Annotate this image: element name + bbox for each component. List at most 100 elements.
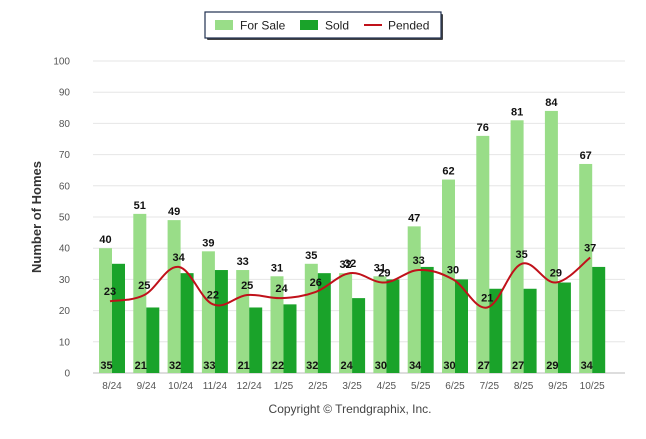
- x-tick-label: 8/24: [102, 381, 122, 392]
- label-for-sale: 51: [134, 200, 146, 212]
- x-tick-label: 4/25: [377, 381, 397, 392]
- label-pended: 29: [550, 268, 562, 280]
- label-pended: 37: [584, 243, 596, 255]
- label-sold: 22: [272, 360, 284, 372]
- label-for-sale: 31: [271, 262, 283, 274]
- x-axis: 8/24 9/24 10/24 11/24 12/24 1/25 2/25 3/25 4/25 5…: [102, 381, 605, 392]
- y-tick-label: 90: [59, 88, 71, 99]
- bar-for-sale: [99, 248, 112, 373]
- bar-for-sale: [510, 120, 524, 373]
- pended-line-group: [109, 256, 591, 309]
- label-for-sale: 67: [580, 150, 592, 162]
- y-tick-label: 60: [59, 181, 71, 192]
- label-sold: 21: [238, 360, 250, 372]
- bar-sold: [112, 263, 125, 373]
- x-tick-label: 5/25: [411, 381, 431, 392]
- x-tick-label: 9/25: [548, 381, 568, 392]
- x-tick-label: 8/25: [514, 381, 534, 392]
- bar-for-sale: [476, 135, 490, 373]
- y-axis: 0 10 20 30 40 50 60 70 80 90 100: [53, 57, 70, 380]
- x-tick-label: 1/25: [274, 381, 294, 392]
- label-sold: 34: [409, 360, 422, 372]
- bar-sold: [557, 282, 571, 373]
- y-tick-label: 30: [59, 275, 71, 286]
- bar-for-sale: [201, 251, 215, 373]
- bar-for-sale: [133, 213, 147, 373]
- x-tick-label: 11/24: [203, 381, 228, 392]
- label-sold: 27: [512, 360, 524, 372]
- pended-line: [109, 256, 591, 309]
- label-for-sale: 40: [99, 234, 111, 246]
- label-for-sale: 84: [545, 97, 558, 109]
- label-for-sale: 76: [477, 122, 489, 134]
- bar-for-sale: [373, 276, 387, 373]
- bar-for-sale: [167, 220, 181, 373]
- y-tick-label: 40: [59, 244, 71, 255]
- bar-sold: [420, 266, 434, 373]
- label-for-sale: 47: [408, 212, 420, 224]
- label-sold: 32: [306, 360, 318, 372]
- bar-for-sale: [407, 226, 421, 373]
- label-sold: 30: [375, 360, 387, 372]
- legend-box: [204, 11, 442, 39]
- data-labels: 4035512149323933332131223532322431304734…: [99, 97, 596, 372]
- label-for-sale: 32: [339, 259, 351, 271]
- bar-sold: [455, 279, 468, 373]
- label-for-sale: 35: [305, 250, 317, 262]
- bar-for-sale: [544, 110, 558, 374]
- label-pended: 33: [413, 255, 425, 267]
- label-pended: 24: [275, 283, 288, 295]
- label-pended: 35: [515, 249, 527, 261]
- legend-label-for-sale: For Sale: [240, 19, 286, 33]
- bar-for-sale: [339, 273, 353, 373]
- label-pended: 23: [104, 286, 116, 298]
- y-tick-label: 10: [59, 337, 71, 348]
- label-sold: 24: [340, 360, 353, 372]
- bar-sold: [180, 273, 194, 373]
- bar-for-sale: [270, 276, 284, 373]
- y-tick-label: 50: [59, 213, 71, 224]
- legend-swatch-for-sale: [215, 20, 233, 30]
- x-tick-label: 2/25: [308, 381, 328, 392]
- label-pended: 21: [481, 292, 493, 304]
- label-pended: 25: [241, 280, 253, 292]
- label-pended: 32: [344, 258, 356, 270]
- label-pended: 30: [447, 264, 459, 276]
- label-for-sale: 62: [442, 166, 454, 178]
- x-tick-label: 9/24: [137, 381, 157, 392]
- x-tick-label: 10/24: [168, 381, 193, 392]
- y-tick-label: 100: [53, 57, 70, 68]
- label-pended: 34: [172, 252, 185, 264]
- bar-sold: [249, 307, 263, 373]
- copyright-credit: Copyright © Trendgraphix, Inc.: [269, 402, 432, 416]
- y-tick-label: 80: [59, 119, 71, 130]
- x-tick-label: 7/25: [480, 381, 500, 392]
- legend: For Sale Sold Pended: [204, 11, 443, 40]
- bar-sold: [489, 288, 503, 373]
- label-sold: 27: [478, 360, 490, 372]
- label-sold: 33: [203, 360, 215, 372]
- y-axis-label: Number of Homes: [29, 161, 44, 273]
- label-sold: 21: [135, 360, 147, 372]
- bar-sold: [523, 288, 537, 373]
- bar-sold: [386, 279, 400, 373]
- legend-swatch-sold: [300, 20, 318, 30]
- label-for-sale: 33: [237, 256, 249, 268]
- label-for-sale: 81: [511, 106, 523, 118]
- y-tick-label: 0: [64, 369, 70, 380]
- x-tick-label: 10/25: [580, 381, 605, 392]
- label-pended: 25: [138, 280, 150, 292]
- legend-label-sold: Sold: [325, 19, 349, 33]
- bar-sold: [352, 298, 366, 373]
- x-tick-label: 12/24: [237, 381, 262, 392]
- label-pended: 22: [207, 289, 219, 301]
- bar-sold: [283, 304, 297, 373]
- label-pended: 29: [378, 268, 390, 280]
- x-tick-label: 3/25: [342, 381, 362, 392]
- label-sold: 35: [100, 360, 112, 372]
- label-sold: 30: [443, 360, 455, 372]
- x-tick-label: 6/25: [445, 381, 465, 392]
- legend-label-pended: Pended: [388, 19, 429, 33]
